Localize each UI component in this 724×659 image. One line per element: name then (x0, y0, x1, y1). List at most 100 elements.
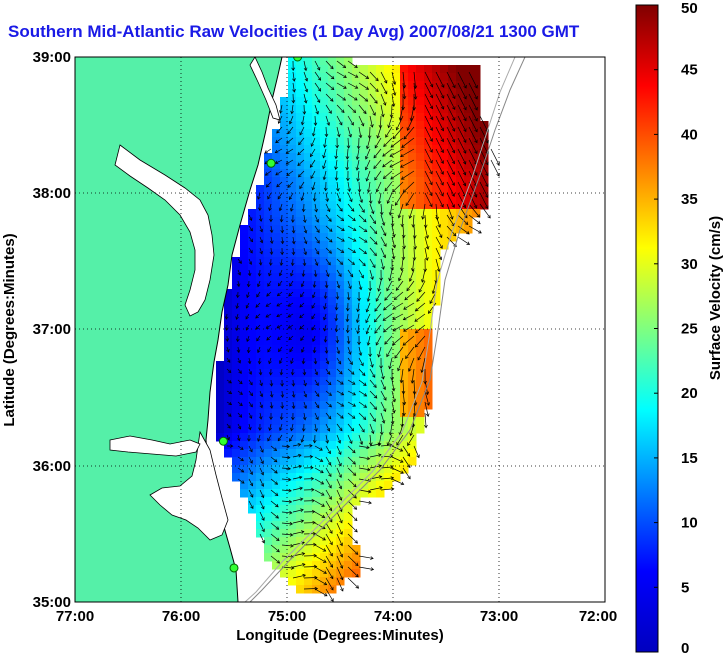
velocity-arrowhead (258, 218, 263, 222)
velocity-cell (328, 369, 337, 378)
velocity-cell (352, 145, 361, 154)
velocity-arrow (392, 313, 404, 320)
velocity-cell (416, 89, 425, 98)
velocity-cell (344, 73, 353, 82)
velocity-cell (304, 217, 313, 226)
velocity-cell (288, 289, 297, 298)
velocity-arrow (358, 456, 370, 460)
velocity-cell (272, 497, 281, 506)
velocity-arrow (303, 412, 306, 420)
velocity-arrow (417, 346, 426, 361)
velocity-arrow (236, 313, 239, 320)
velocity-cell (320, 313, 329, 322)
velocity-cell (312, 97, 321, 106)
velocity-arrow (325, 390, 332, 396)
velocity-arrow (314, 269, 317, 277)
velocity-cell (408, 201, 417, 210)
velocity-cell (360, 409, 369, 418)
velocity-cell (408, 329, 417, 338)
velocity-cell (464, 177, 473, 186)
velocity-arrow (446, 214, 455, 227)
velocity-arrow (270, 467, 278, 474)
velocity-cell (416, 97, 425, 106)
velocity-arrowhead (224, 327, 229, 331)
velocity-arrowhead (238, 414, 243, 418)
velocity-arrowhead (345, 156, 350, 160)
velocity-cell (240, 353, 249, 362)
velocity-cell (264, 233, 273, 242)
velocity-arrowhead (401, 106, 405, 111)
velocity-cell (224, 321, 233, 330)
velocity-cell (480, 201, 489, 210)
velocity-cell (272, 233, 281, 242)
velocity-arrow (468, 159, 478, 176)
velocity-arrowhead (383, 79, 388, 84)
velocity-arrowhead (485, 129, 489, 133)
velocity-arrow (257, 192, 261, 200)
velocity-arrowhead (427, 310, 432, 314)
velocity-arrow (369, 247, 377, 256)
velocity-cell (352, 225, 361, 234)
velocity-arrow (325, 401, 332, 408)
velocity-cell (336, 65, 345, 74)
velocity-arrowhead (362, 416, 367, 420)
x-tick-label: 73:00 (480, 608, 518, 625)
velocity-cell (328, 337, 337, 346)
velocity-arrowhead (275, 537, 280, 541)
velocity-arrow (259, 368, 262, 375)
velocity-cell (336, 497, 345, 506)
velocity-arrowhead (325, 440, 330, 444)
velocity-cell (264, 177, 273, 186)
velocity-cell (392, 185, 401, 194)
velocity-cell (280, 529, 289, 538)
velocity-cell (472, 113, 481, 122)
velocity-arrowhead (315, 404, 320, 409)
velocity-arrow (347, 456, 356, 465)
velocity-arrowhead (379, 486, 383, 490)
velocity-cell (328, 169, 337, 178)
velocity-cell (384, 449, 393, 458)
velocity-cell (344, 121, 353, 130)
velocity-arrowhead (348, 133, 352, 138)
velocity-cell (352, 401, 361, 410)
velocity-arrowhead (392, 244, 397, 249)
velocity-arrow (268, 357, 272, 364)
velocity-arrow (301, 346, 305, 353)
velocity-cell (320, 489, 329, 498)
velocity-cell (288, 417, 297, 426)
velocity-arrowhead (365, 75, 370, 79)
velocity-cell (264, 305, 273, 314)
velocity-cell (336, 97, 345, 106)
velocity-arrowhead (397, 367, 401, 372)
velocity-arrowhead (289, 510, 293, 515)
velocity-cell (336, 521, 345, 530)
velocity-cell (400, 97, 409, 106)
velocity-cell (384, 113, 393, 122)
velocity-arrowhead (341, 227, 345, 231)
velocity-arrowhead (240, 457, 244, 462)
velocity-arrow (277, 192, 283, 200)
velocity-arrowhead (259, 393, 264, 398)
velocity-arrow (479, 192, 489, 209)
velocity-arrowhead (329, 541, 333, 546)
velocity-arrowhead (413, 96, 418, 100)
velocity-cell (376, 105, 385, 114)
velocity-arrow (259, 236, 263, 243)
velocity-cell (432, 89, 441, 98)
velocity-cell (320, 177, 329, 186)
velocity-cell (248, 377, 257, 386)
velocity-arrowhead (451, 160, 456, 165)
velocity-cell (352, 345, 361, 354)
velocity-arrowhead (316, 66, 321, 71)
velocity-arrow (277, 434, 283, 442)
velocity-arrowhead (337, 440, 342, 444)
velocity-cell (432, 153, 441, 162)
velocity-cell (280, 121, 289, 130)
velocity-cell (400, 153, 409, 162)
velocity-cell (288, 305, 297, 314)
velocity-cell (272, 433, 281, 442)
velocity-arrowhead (416, 298, 420, 302)
velocity-cell (272, 561, 281, 570)
velocity-arrowhead (301, 360, 306, 365)
velocity-arrowhead (400, 164, 404, 168)
